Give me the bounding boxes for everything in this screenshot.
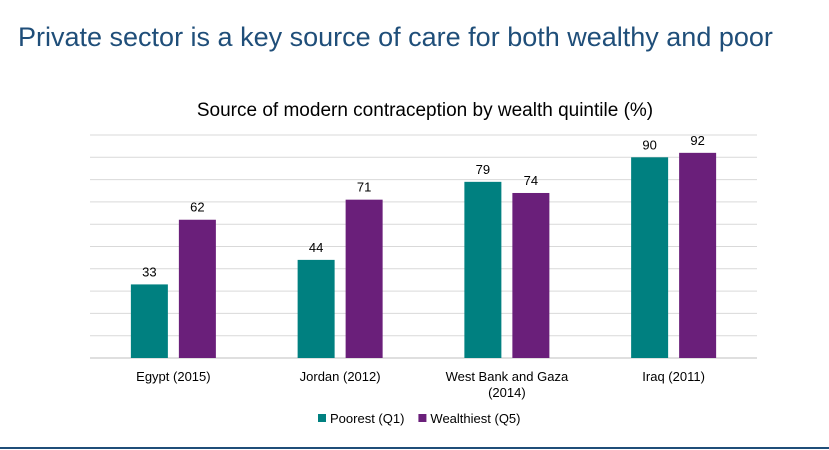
- chart-title: Source of modern contraception by wealth…: [197, 100, 653, 121]
- bar: [178, 219, 216, 358]
- slide-title: Private sector is a key source of care f…: [18, 22, 773, 52]
- data-label: 44: [309, 240, 323, 255]
- data-label: 90: [642, 137, 656, 152]
- legend-swatch: [318, 414, 326, 422]
- data-label: 33: [142, 264, 156, 279]
- x-tick-label: Egypt (2015): [136, 369, 210, 384]
- x-tick-label: (2014): [488, 385, 526, 400]
- legend-label: Poorest (Q1): [330, 411, 404, 426]
- legend-swatch: [418, 414, 427, 422]
- bar: [464, 181, 502, 358]
- data-label: 71: [357, 180, 371, 195]
- bar: [512, 192, 550, 358]
- bar: [631, 157, 669, 358]
- x-tick-label: West Bank and Gaza: [446, 369, 569, 384]
- data-label: 74: [524, 173, 538, 188]
- data-labels: 33 62 44 71 79 74 90 92: [142, 133, 705, 280]
- bar: [130, 284, 168, 358]
- bars: [130, 152, 717, 358]
- x-tick-label: Iraq (2011): [642, 369, 705, 384]
- data-label: 62: [190, 200, 204, 215]
- x-tick-label: Jordan (2012): [300, 369, 381, 384]
- legend-label: Wealthiest (Q5): [430, 411, 520, 426]
- legend: Poorest (Q1) Wealthiest (Q5): [318, 411, 521, 426]
- bar: [297, 259, 335, 358]
- x-axis: Egypt (2015) Jordan (2012) West Bank and G…: [136, 369, 705, 400]
- bottom-rule: [0, 447, 829, 449]
- data-label: 92: [690, 133, 704, 148]
- bar: [679, 152, 717, 358]
- data-label: 79: [476, 162, 490, 177]
- bar: [345, 199, 383, 358]
